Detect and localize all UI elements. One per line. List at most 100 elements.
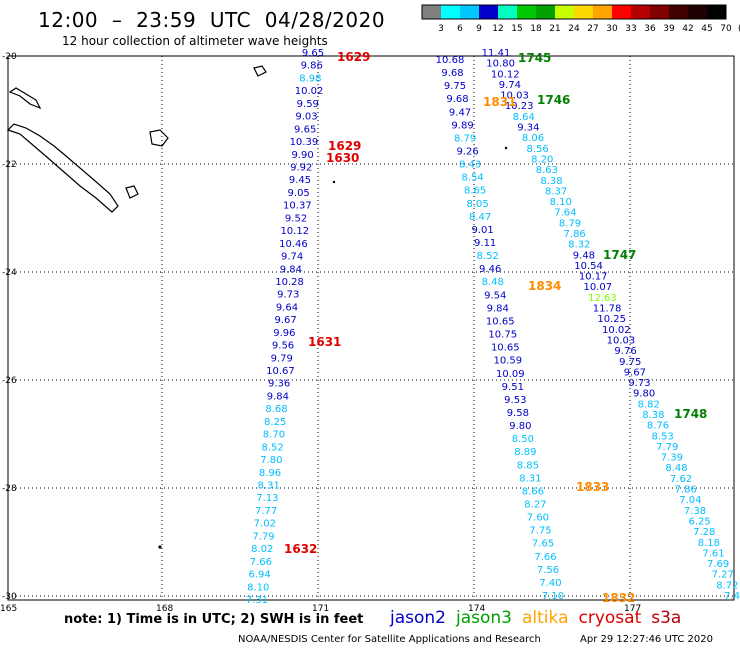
wave-height-value: 7.27: [712, 570, 734, 581]
wave-height-value: 8.31: [258, 481, 280, 492]
wave-height-value: 8.52: [477, 251, 499, 262]
wave-height-value: 8.79: [559, 218, 581, 229]
wave-height-value: 9.46: [479, 264, 501, 275]
wave-height-value: 8.38: [642, 410, 664, 421]
pass-time-label: 1630: [326, 151, 359, 165]
scale-swatch: [574, 5, 593, 19]
wave-height-value: 10.09: [496, 369, 525, 380]
lon-tick-label: 171: [312, 604, 329, 614]
wave-height-value: 7.39: [661, 453, 683, 464]
wave-height-value: 8.18: [698, 538, 720, 549]
scale-label: 12: [492, 24, 503, 34]
lat-tick-label: -30: [2, 592, 17, 602]
legend-altika: altika: [522, 608, 569, 628]
scale-label: 27: [587, 24, 598, 34]
island-dot: [158, 545, 162, 549]
wave-height-value: 8.10: [247, 582, 269, 593]
map-title: 12:00 – 23:59 UTC 04/28/2020: [38, 8, 386, 32]
wave-height-value: 8.63: [536, 165, 558, 176]
wave-height-value: 10.68: [436, 55, 465, 66]
wave-height-value: 9.75: [619, 357, 641, 368]
wave-height-value: 9.05: [288, 188, 310, 199]
wave-height-value: 7.79: [656, 442, 678, 453]
wave-height-value: 8.43: [459, 160, 481, 171]
wave-height-value: 8.05: [467, 199, 489, 210]
wave-height-value: 8.06: [522, 133, 544, 144]
wave-height-value: 10.23: [505, 101, 534, 112]
lat-tick-label: -22: [2, 160, 17, 170]
pass-time-label: 1631: [308, 335, 341, 349]
pass-time-label: 1632: [284, 542, 317, 556]
wave-height-value: 8.53: [651, 431, 673, 442]
wave-height-value: 10.17: [579, 272, 608, 283]
wave-height-value: 7.62: [670, 474, 692, 485]
legend-s3a: s3a: [651, 608, 682, 628]
wave-height-value: 9.65: [294, 124, 316, 135]
scale-swatch: [631, 5, 650, 19]
wave-height-value: 9.80: [509, 421, 531, 432]
lat-tick-label: -24: [2, 268, 17, 278]
scale-swatch: [612, 5, 631, 19]
wave-height-value: 7.04: [679, 495, 701, 506]
wave-height-value: 10.65: [486, 316, 515, 327]
wave-height-value: 9.86: [301, 61, 323, 72]
wave-height-value: 9.48: [573, 250, 595, 261]
wave-height-value: 9.80: [633, 389, 655, 400]
wave-height-value: 9.67: [275, 315, 297, 326]
wave-height-value: 8.10: [550, 197, 572, 208]
map-subtitle: 12 hour collection of altimeter wave hei…: [62, 34, 328, 48]
wave-height-value: 8.02: [251, 544, 273, 555]
wave-height-value: 7.61: [702, 548, 724, 559]
scale-swatch: [536, 5, 555, 19]
wave-height-value: 8.47: [469, 212, 491, 223]
wave-height-value: 9.52: [285, 213, 307, 224]
scale-label: 15: [511, 24, 522, 34]
wave-height-value: 8.31: [519, 473, 541, 484]
satellite-legend: jason2 jason3 altika cryosat s3a: [390, 608, 691, 628]
wave-height-value: 7.13: [256, 493, 278, 504]
wave-height-value: 10.03: [500, 91, 529, 102]
wave-height-value: 8.82: [638, 399, 660, 410]
wave-height-value: 8.37: [545, 186, 567, 197]
wave-height-value: 9.58: [507, 408, 529, 419]
wave-height-value: 9.96: [273, 328, 295, 339]
scale-label: 21: [549, 24, 560, 34]
footer-note: note: 1) Time is in UTC; 2) SWH is in fe…: [64, 612, 364, 627]
wave-height-value: 7.66: [534, 552, 556, 563]
wave-height-value: 7.77: [255, 506, 277, 517]
wave-height-value: 8.89: [514, 447, 536, 458]
pass-time-label: 1834: [528, 279, 561, 293]
wave-height-value: 10.46: [279, 239, 308, 250]
wave-height-value: 9.11: [474, 238, 496, 249]
wave-height-value: 9.54: [484, 290, 506, 301]
wave-height-value: 6.94: [248, 570, 270, 581]
wave-height-value: 10.54: [574, 261, 603, 272]
scale-swatch: [669, 5, 688, 19]
wave-height-value: 10.07: [583, 282, 612, 293]
wave-height-value: 9.84: [487, 303, 509, 314]
wave-height-value: 10.12: [280, 226, 309, 237]
wave-height-value: 9.73: [628, 378, 650, 389]
lon-tick-label: 165: [0, 604, 17, 614]
wave-height-value: 10.03: [607, 335, 636, 346]
pass-time-label: 1832: [602, 591, 635, 605]
wave-height-value: 9.47: [449, 107, 471, 118]
wave-height-value: 12.63: [588, 293, 617, 304]
wave-height-value: 9.01: [472, 225, 494, 236]
pass-time-label: 1746: [537, 93, 570, 107]
scale-label: 3: [438, 24, 444, 34]
lat-tick-label: -26: [2, 376, 17, 386]
scale-swatch: [441, 5, 460, 19]
wave-height-value: 7.79: [252, 531, 274, 542]
wave-height-value: 9.53: [504, 395, 526, 406]
generation-timestamp: Apr 29 12:27:46 UTC 2020: [580, 634, 713, 645]
scale-swatch: [422, 5, 441, 19]
wave-height-value: 9.76: [614, 346, 636, 357]
wave-height-value: 7.86: [564, 229, 586, 240]
wave-height-value: 9.56: [272, 341, 294, 352]
wave-height-value: 10.25: [597, 314, 626, 325]
pass-time-label: 1748: [674, 407, 707, 421]
wave-height-value: 9.75: [444, 81, 466, 92]
wave-height-value: 9.73: [277, 290, 299, 301]
wave-height-value: 8.56: [527, 144, 549, 155]
